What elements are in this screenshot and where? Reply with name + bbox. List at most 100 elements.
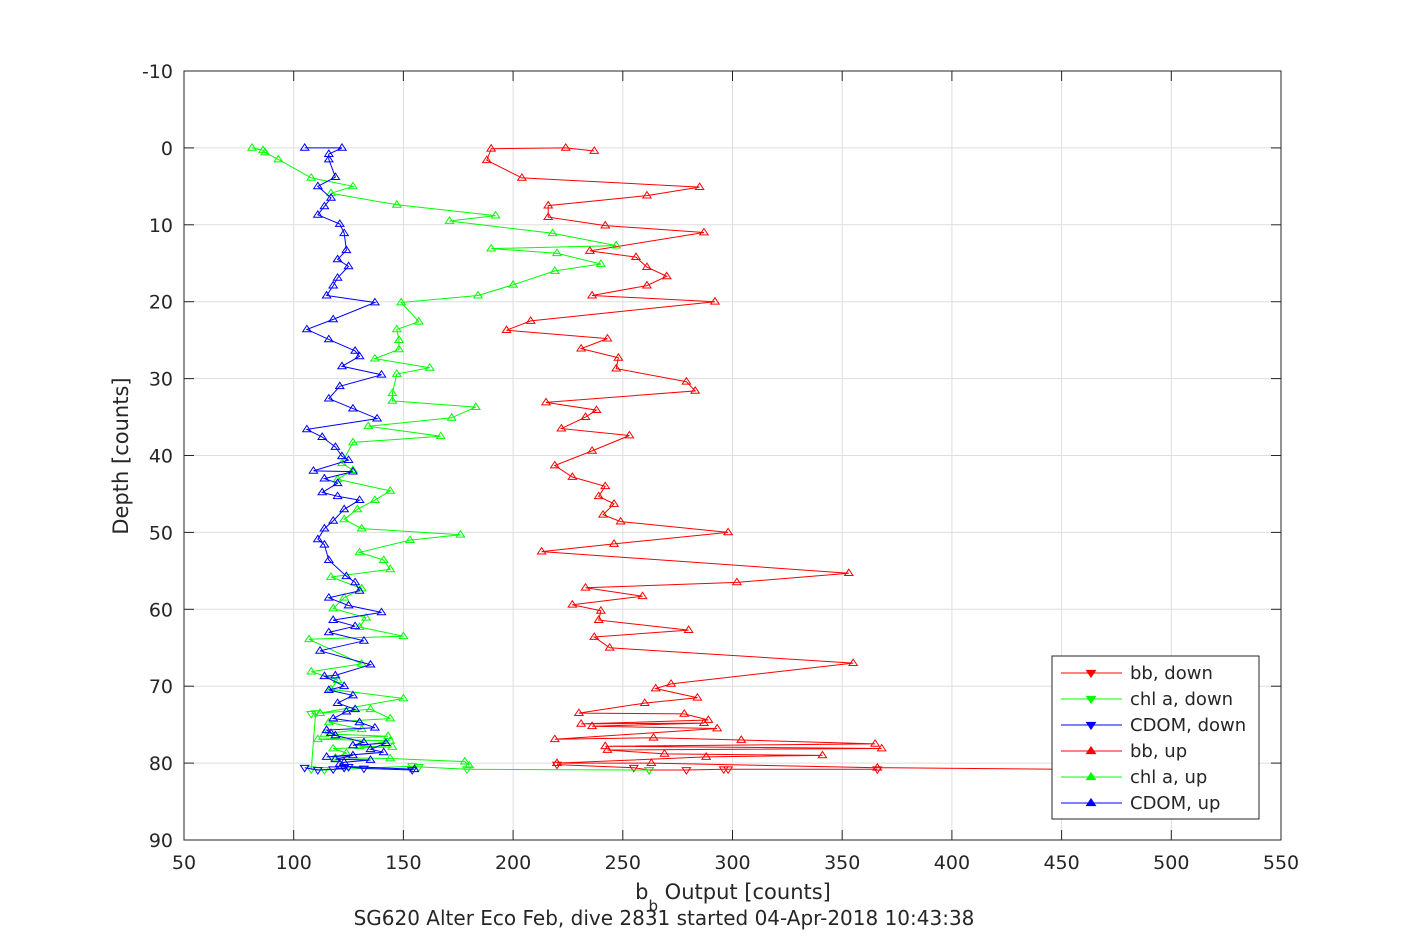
legend-item-chl-a-down: chl a, down	[1061, 689, 1233, 710]
data-point	[328, 603, 339, 612]
legend-label: chl a, up	[1130, 767, 1207, 788]
legend-item-cdom-down: CDOM, down	[1061, 715, 1246, 736]
legend-item-chl-a-up: chl a, up	[1061, 767, 1207, 788]
data-point	[543, 212, 554, 221]
data-point	[332, 254, 343, 263]
data-point	[330, 670, 341, 679]
data-point	[363, 421, 374, 430]
data-point	[624, 430, 635, 439]
data-point	[356, 523, 367, 532]
data-point	[371, 413, 383, 422]
data-point	[398, 631, 409, 640]
data-point	[586, 445, 598, 454]
legend-items: bb, down chl a, down CDOM, down bb, up chl a…	[1061, 663, 1246, 814]
data-point	[644, 767, 655, 775]
data-point	[549, 734, 560, 743]
x-tick-label: 100	[276, 852, 312, 874]
data-point	[306, 766, 317, 775]
data-point	[396, 297, 407, 306]
data-point	[639, 698, 650, 707]
data-point	[323, 627, 334, 636]
x-axis-label: bb Output [counts]	[635, 880, 831, 915]
data-point	[690, 386, 701, 394]
legend: bb, down chl a, down CDOM, down bb, up chl a…	[1051, 655, 1260, 820]
legend-label: CDOM, down	[1130, 715, 1246, 736]
data-point	[407, 767, 418, 775]
data-point	[464, 760, 475, 769]
data-point	[339, 504, 350, 513]
data-point	[319, 473, 330, 482]
data-point	[334, 219, 345, 227]
data-point	[461, 766, 473, 775]
data-point	[343, 261, 354, 270]
series-chl-a-up	[246, 143, 622, 769]
x-tick-label: 250	[605, 852, 641, 874]
data-point	[549, 266, 560, 274]
legend-box	[1051, 655, 1260, 820]
y-tick-label: 60	[149, 599, 173, 621]
data-point	[628, 764, 639, 773]
data-point	[350, 704, 361, 713]
data-point	[306, 710, 317, 719]
data-point	[385, 485, 396, 494]
data-point	[378, 747, 389, 756]
data-point	[339, 757, 350, 766]
data-point	[560, 143, 571, 151]
data-point	[602, 333, 613, 342]
y-tick-label: 80	[149, 753, 173, 775]
data-point	[709, 296, 721, 305]
data-point	[369, 297, 381, 306]
data-point	[354, 717, 365, 726]
data-point	[722, 527, 734, 536]
data-point	[328, 515, 339, 524]
data-point	[317, 432, 328, 440]
data-point	[332, 478, 343, 487]
data-point	[332, 698, 343, 707]
data-point	[385, 713, 396, 722]
data-point	[354, 351, 365, 360]
data-point	[872, 762, 883, 771]
data-point	[376, 369, 387, 378]
data-point	[360, 612, 372, 621]
data-point	[332, 272, 343, 281]
data-point	[543, 200, 554, 209]
data-point	[694, 182, 705, 191]
data-point	[328, 615, 339, 623]
data-point	[575, 343, 587, 352]
data-point	[273, 154, 284, 163]
data-point	[648, 732, 659, 741]
series-line-chl-a-down	[310, 712, 650, 771]
data-point	[323, 149, 334, 157]
data-point	[328, 743, 339, 752]
data-point	[312, 181, 323, 190]
data-point	[424, 362, 435, 371]
data-point	[299, 143, 310, 151]
data-point	[595, 605, 606, 614]
data-point	[593, 615, 604, 623]
data-point	[490, 210, 501, 219]
tick-labels: 50 100 150 200 250 300 350 400 450 500 550 -10 0 10 20…	[142, 61, 1299, 874]
data-point	[347, 740, 359, 749]
data-point	[586, 290, 598, 299]
data-point	[303, 634, 315, 643]
data-point	[369, 353, 381, 362]
data-point	[385, 753, 396, 762]
x-tick-label: 200	[495, 852, 531, 874]
x-tick-label: 400	[934, 852, 970, 874]
data-point	[637, 591, 648, 600]
data-point	[336, 143, 348, 151]
y-tick-label: 20	[149, 292, 173, 314]
data-point	[387, 388, 398, 397]
data-point	[547, 228, 558, 237]
y-axis-label: Depth [counts]	[109, 377, 133, 534]
data-point	[347, 403, 359, 412]
figure-caption: SG620 Alter Eco Feb, dive 2831 started 0…	[354, 906, 975, 930]
data-point	[369, 722, 381, 731]
data-point	[325, 188, 337, 197]
data-point	[501, 325, 512, 334]
data-point	[325, 192, 337, 201]
data-point	[404, 535, 416, 543]
y-tick-label: 70	[149, 676, 173, 698]
data-point	[308, 465, 319, 474]
